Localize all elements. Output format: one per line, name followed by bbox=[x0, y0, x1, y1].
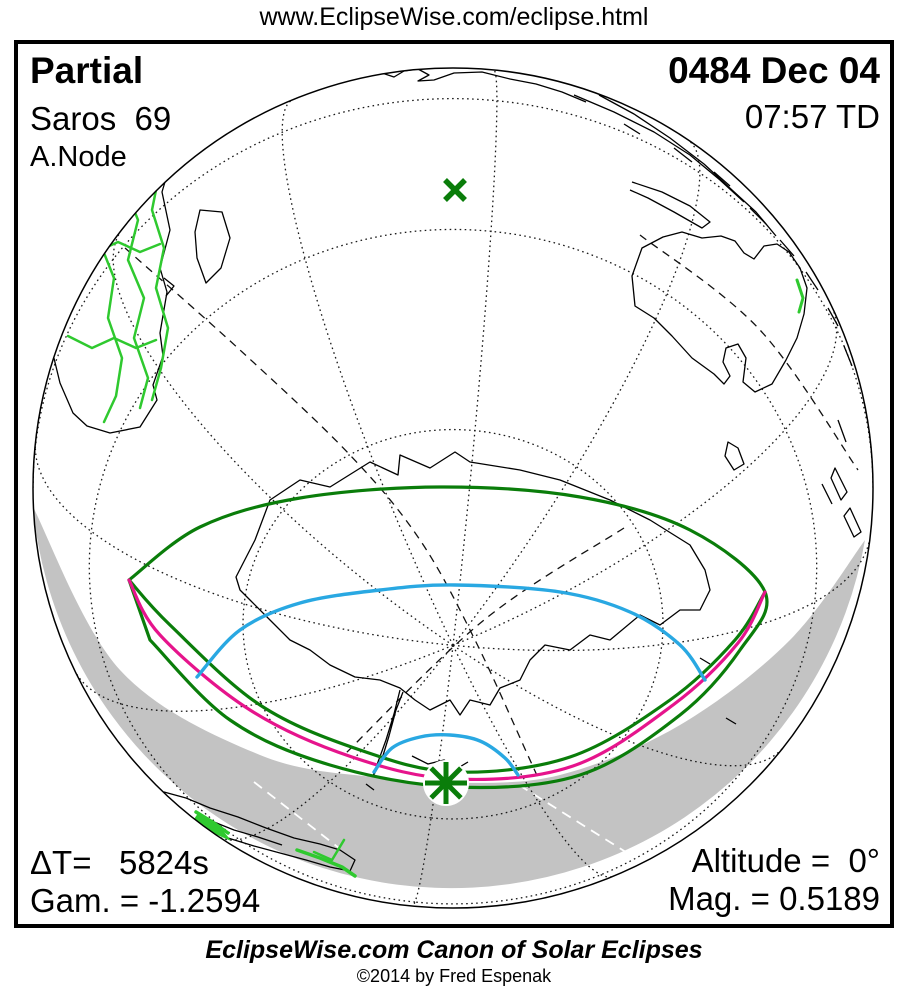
greatest-eclipse-marker bbox=[423, 760, 469, 806]
time-label: 07:57 TD bbox=[744, 98, 880, 135]
globe-clipped-layers bbox=[33, 68, 873, 907]
subsolar-point-marker bbox=[443, 178, 467, 202]
eclipse-globe-svg bbox=[32, 67, 874, 909]
footer-title: EclipseWise.com Canon of Solar Eclipses bbox=[205, 936, 703, 964]
node-label: A.Node bbox=[30, 141, 127, 173]
dashed-arcs bbox=[124, 234, 859, 861]
twilight-white-dashes bbox=[253, 781, 665, 877]
delta-t-label: ΔT= 5824s bbox=[30, 844, 209, 881]
globe-limb bbox=[32, 67, 874, 909]
graticule bbox=[33, 69, 873, 907]
penumbra-limit-curve bbox=[127, 485, 769, 790]
eclipse-type-label: Partial bbox=[30, 50, 144, 91]
max-eclipse-curve-upper bbox=[195, 583, 707, 682]
coastlines bbox=[49, 68, 862, 872]
magnitude-label: Mag. = 0.5189 bbox=[668, 880, 880, 917]
saros-label: Saros 69 bbox=[30, 100, 172, 137]
altitude-label: Altitude = 0° bbox=[691, 842, 880, 879]
night-shading bbox=[33, 507, 865, 889]
header-url: www.EclipseWise.com/eclipse.html bbox=[259, 3, 649, 31]
max-eclipse-curve-lower bbox=[372, 733, 520, 777]
date-label: 0484 Dec 04 bbox=[668, 50, 880, 91]
gamma-label: Gam. = -1.2594 bbox=[30, 882, 261, 919]
footer-copyright: ©2014 by Fred Espenak bbox=[356, 966, 552, 986]
map-frame bbox=[14, 40, 894, 928]
